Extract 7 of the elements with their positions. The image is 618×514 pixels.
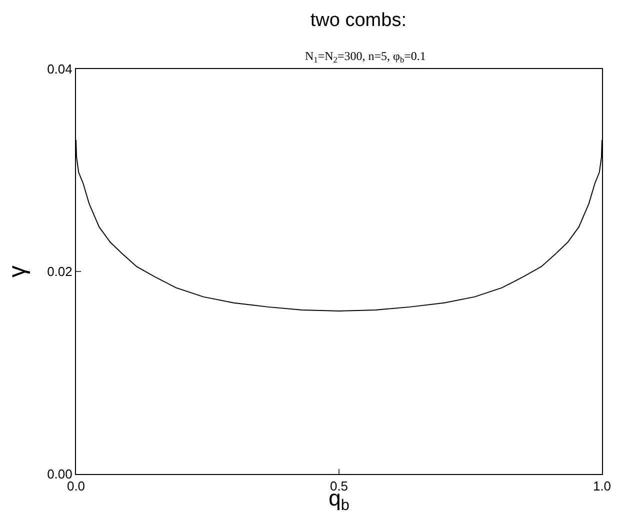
x-tick-label: 1.0 <box>592 478 612 494</box>
y-axis-title: γ <box>4 266 32 278</box>
y-tick-label: 0.02 <box>47 264 72 280</box>
y-tick-label: 0.04 <box>47 62 72 77</box>
chart-title: two combs: <box>310 10 406 32</box>
x-tick-label: 0.5 <box>330 478 348 494</box>
chart-subtitle: N$_{1}$=N$_{2}$=300, n=5, φ$_{b}$=0.1 <box>305 49 426 65</box>
